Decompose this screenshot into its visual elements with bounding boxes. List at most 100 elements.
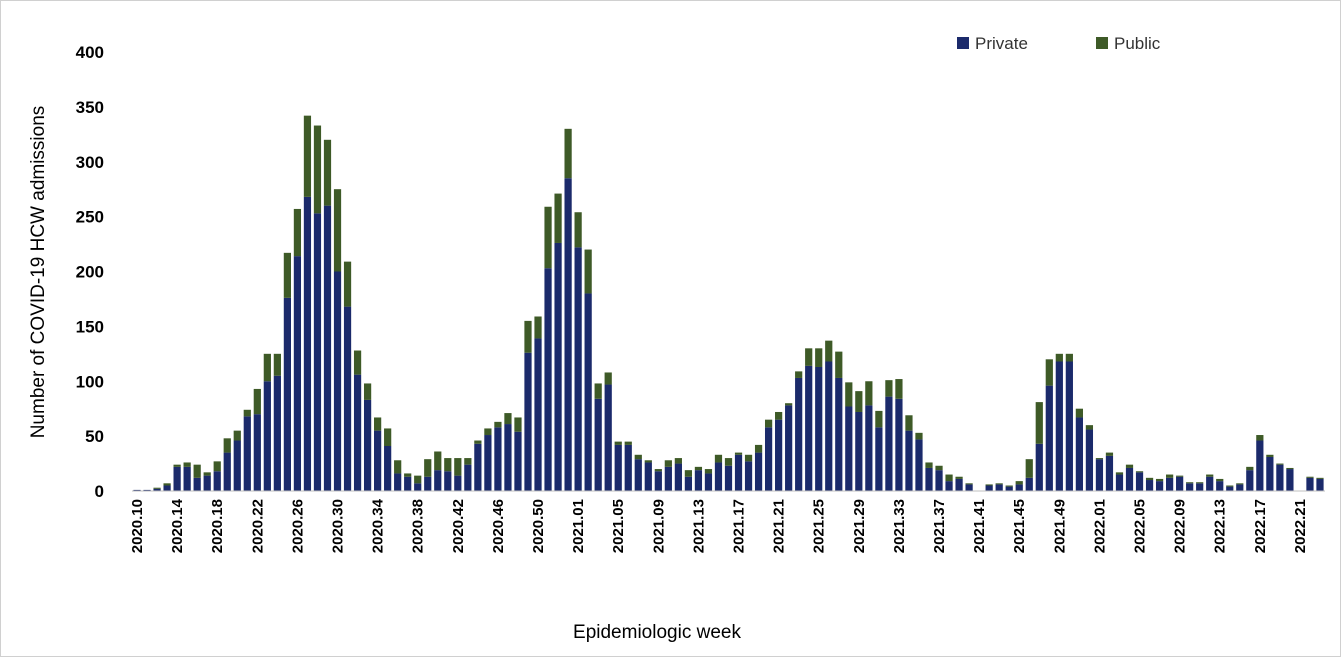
bar-segment [363,399,372,491]
bar-segment [1206,476,1214,491]
bar-segment [1045,359,1053,386]
x-tick-label: 2022.21 [1292,499,1309,553]
bar-segment [1276,463,1284,465]
bar-segment [163,485,171,491]
bar-segment [1115,474,1124,491]
y-tick-label: 300 [76,153,104,172]
x-tick-label: 2020.22 [249,499,266,553]
x-tick-label: 2021.29 [851,499,868,553]
bar-segment [243,409,251,417]
bar-segment [905,415,913,431]
bar-segment [724,458,733,466]
bar-segment [865,405,873,491]
bar-segment [1166,477,1174,491]
bar-segment [323,205,332,491]
bar-segment [1226,486,1234,491]
bar-segment [1025,459,1033,478]
bar-segment [1035,443,1043,491]
bar-segment [1316,477,1324,479]
bar-segment [564,128,572,179]
bar-segment [604,384,612,491]
legend-label: Public [1114,34,1161,53]
bar-segment [1075,417,1083,491]
bar-segment [955,478,963,491]
bar-segment [313,213,322,491]
bar-segment [995,483,1003,485]
bar-segment [484,428,492,436]
bar-segment [1256,435,1264,441]
bar-segment [775,411,783,420]
bar-segment [1005,486,1013,491]
bar-segment [163,483,171,486]
bar-segment [303,115,312,197]
bar-segment [734,452,743,455]
bar-segment [925,462,933,468]
x-tick-label: 2020.30 [330,499,347,553]
bar-segment [394,460,402,474]
bar-segment [263,381,271,491]
bar-segment [895,398,903,491]
y-tick-label: 0 [95,482,104,501]
x-tick-label: 2020.10 [129,499,146,553]
bar-segment [353,374,362,491]
bar-segment [574,212,582,248]
bar-segment [875,427,883,491]
bar-segment [1216,478,1224,482]
bar-segment [1125,464,1134,468]
bar-segment [1306,476,1314,478]
bar-segment [1316,478,1324,491]
bar-segment [985,484,993,486]
bar-segment [343,306,352,491]
bar-segment [404,473,412,477]
legend-swatch [1096,37,1108,49]
bar-segment [704,473,713,491]
bar-segment [283,297,291,491]
bar-segment [925,467,933,491]
bar-segment [764,427,773,491]
x-tick-label: 2022.05 [1132,499,1149,553]
bar-segment [173,464,181,467]
bar-segment [1246,466,1254,471]
bar-segment [1166,474,1174,478]
bar-segment [484,435,492,491]
bar-segment [524,320,532,353]
bar-segment [293,208,302,257]
bar-segment [544,206,552,269]
bar-segment [825,361,833,491]
bar-segment [544,268,552,491]
bar-segment [203,475,211,491]
bar-segment [1286,467,1294,470]
x-tick-label: 2020.50 [530,499,547,553]
bar-segment [564,178,572,491]
x-tick-label: 2020.38 [410,499,427,553]
bar-segment [283,252,291,298]
x-tick-label: 2021.01 [570,499,587,553]
bar-segment [253,414,261,491]
x-tick-label: 2021.21 [771,499,788,553]
bar-segment [233,430,241,441]
bar-segment [1095,458,1104,460]
bar-segment [1025,477,1033,491]
bar-segment [1065,361,1073,491]
x-tick-label: 2020.34 [370,498,387,553]
bar-segment [253,388,261,415]
bar-segment [494,421,502,428]
bar-segment [845,406,853,491]
x-tick-label: 2021.49 [1051,499,1068,553]
bar-segment [474,440,482,444]
bar-segment [374,430,382,491]
bar-segment [1145,477,1154,481]
bar-segment [644,462,652,491]
bar-segment [554,193,562,243]
bar-segment [1135,472,1144,491]
bar-segment [835,351,843,378]
bar-segment [424,476,432,491]
bar-segment [193,464,201,478]
bar-segment [213,461,221,472]
bar-segment [554,242,562,491]
bar-segment [173,466,181,491]
bar-segment [333,189,342,272]
bar-segment [384,446,392,491]
bar-segment [835,377,843,491]
bar-segment [303,196,312,491]
